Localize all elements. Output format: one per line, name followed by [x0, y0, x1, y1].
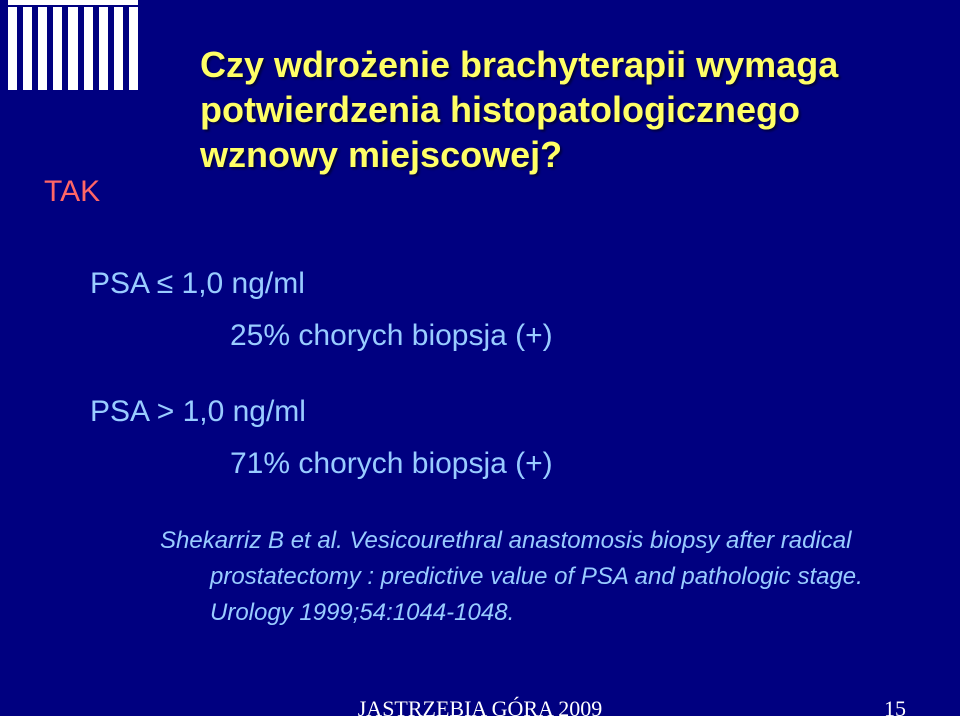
- reference-text: Shekarriz B et al. Vesicourethral anasto…: [110, 523, 940, 631]
- psa1-detail: 25% chorych biopsja (+): [230, 319, 900, 353]
- psa1-header: PSA ≤ 1,0 ng/ml: [90, 267, 900, 301]
- slide-body: PSA ≤ 1,0 ng/ml 25% chorych biopsja (+) …: [90, 267, 900, 631]
- slide-content: Czy wdrożenie brachyterapii wymaga potwi…: [0, 0, 960, 716]
- slide-title: Czy wdrożenie brachyterapii wymaga potwi…: [200, 42, 900, 177]
- title-line-3: wznowy miejscowej?: [200, 132, 900, 177]
- footer-page-number: 15: [884, 696, 906, 716]
- footer-center: JASTRZĘBIA GÓRA 2009: [0, 696, 960, 716]
- title-line-1: Czy wdrożenie brachyterapii wymaga: [200, 42, 900, 87]
- psa2-header: PSA > 1,0 ng/ml: [90, 395, 900, 429]
- tak-label: TAK: [44, 175, 100, 209]
- title-line-2: potwierdzenia histopatologicznego: [200, 87, 900, 132]
- psa2-detail: 71% chorych biopsja (+): [230, 447, 900, 481]
